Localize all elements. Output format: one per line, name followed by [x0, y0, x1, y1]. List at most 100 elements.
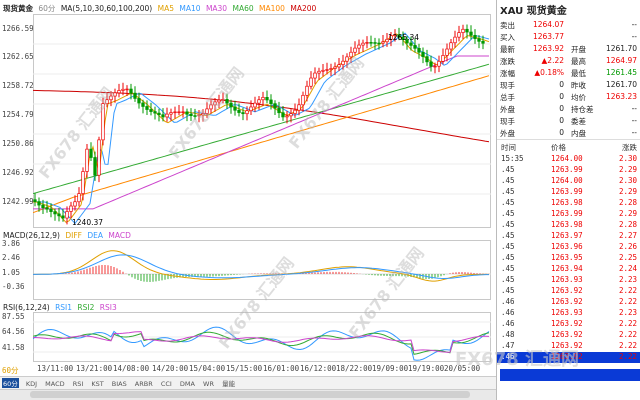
quote-label: 现手 — [500, 81, 515, 90]
candle-body — [341, 60, 345, 66]
candle-body — [169, 112, 173, 115]
quote-value: 1261.70 — [605, 44, 637, 53]
rsi-axis-label: 64.56 — [2, 327, 25, 336]
candle-body — [165, 113, 169, 118]
indicator-tab-arbr[interactable]: ARBR — [134, 380, 153, 388]
price-axis-label: 1258.72 — [2, 81, 34, 90]
tick-time: .46 — [501, 308, 515, 317]
tick-row[interactable]: .45 1263.98 2.28 — [497, 220, 640, 231]
candle-body — [193, 115, 197, 117]
ma60-line — [33, 63, 490, 195]
tick-row[interactable]: .45 1264.00 2.30 — [497, 176, 640, 187]
scrollbar-thumb[interactable] — [30, 391, 470, 398]
candle-body — [93, 157, 97, 176]
candle-body — [241, 112, 245, 115]
candle-body — [293, 109, 297, 114]
quote-value: -- — [631, 20, 637, 29]
price-panel[interactable] — [33, 14, 491, 228]
tick-time: .45 — [501, 286, 515, 295]
horizontal-scrollbar[interactable] — [0, 389, 496, 400]
tick-price: 1263.97 — [551, 231, 583, 240]
candle-body — [469, 31, 473, 36]
price-axis-label: 1250.86 — [2, 139, 34, 148]
quote-value: -- — [631, 116, 637, 125]
candle-body — [281, 112, 285, 118]
indicator-tab-bias[interactable]: BIAS — [111, 380, 127, 388]
indicator-tab-cci[interactable]: CCI — [160, 380, 172, 388]
x-axis-label: 14/20:00 — [152, 364, 189, 373]
tick-header-change: 涨跌 — [622, 143, 637, 152]
tick-price: 1263.94 — [551, 264, 583, 273]
tick-row[interactable]: 15:35 1264.00 2.30 — [497, 154, 640, 165]
macd-label: MACD(26,12,9) — [3, 231, 60, 240]
tick-price: 1264.00 — [551, 176, 583, 185]
chart-area[interactable]: 现货黄金 60分 MA(5,10,30,60,100,200) MA5 MA10… — [0, 0, 496, 400]
macd-panel[interactable] — [33, 240, 491, 300]
candle-body — [273, 103, 277, 109]
candle-body — [345, 56, 349, 62]
candle-body — [153, 111, 157, 114]
quote-label: 外盘 — [500, 105, 515, 114]
x-axis-label: 16/12:00 — [300, 364, 337, 373]
quote-label: 涨幅 — [500, 69, 515, 78]
tick-row[interactable]: .48 1263.92 2.22 — [497, 330, 640, 341]
rsi-axis-label: 87.55 — [2, 312, 25, 321]
quote-label: 总手 — [500, 93, 515, 102]
x-axis-label: 13/11:00 — [37, 364, 74, 373]
indicator-tab-rsi[interactable]: RSI — [72, 380, 84, 388]
tick-row[interactable]: .45 1263.92 2.22 — [497, 286, 640, 297]
tick-row[interactable]: .46 1263.92 2.22 — [497, 297, 640, 308]
tick-price: 1263.93 — [551, 275, 583, 284]
tick-row[interactable]: .46 1263.92 2.22 — [497, 319, 640, 330]
tick-row[interactable]: .45 1263.95 2.25 — [497, 253, 640, 264]
tick-price: 1263.92 — [551, 286, 583, 295]
indicator-tab-kdj[interactable]: KDJ — [25, 380, 38, 388]
period-label: 60分 — [38, 4, 56, 13]
tick-change: 2.29 — [618, 165, 637, 174]
candle-body — [373, 42, 377, 44]
rsi-chart-svg — [33, 321, 491, 361]
period-tab[interactable]: 60分 — [2, 378, 19, 388]
quote-label: 委差 — [571, 117, 586, 126]
tick-price: 1263.92 — [551, 297, 583, 306]
candle-body — [313, 72, 317, 79]
indicator-tab-kst[interactable]: KST — [91, 380, 104, 388]
tick-row[interactable]: .46 1263.93 2.23 — [497, 308, 640, 319]
indicator-tab-wr[interactable]: WR — [203, 380, 214, 388]
indicator-tab-macd[interactable]: MACD — [45, 380, 65, 388]
quote-value: 0 — [559, 116, 564, 125]
tick-row[interactable]: .47 1263.92 2.22 — [497, 341, 640, 352]
candle-body — [161, 114, 165, 118]
tick-row[interactable]: .45 1263.97 2.27 — [497, 231, 640, 242]
candle-body — [181, 111, 185, 114]
quote-label: 涨跌 — [500, 57, 515, 66]
tick-row[interactable]: .45 1263.99 2.29 — [497, 187, 640, 198]
quote-label: 卖出 — [500, 21, 515, 30]
tick-change: 2.29 — [618, 187, 637, 196]
tick-row[interactable]: .45 1263.93 2.23 — [497, 275, 640, 286]
quote-label: 持仓差 — [571, 105, 594, 114]
tick-row[interactable]: .45 1263.99 2.29 — [497, 209, 640, 220]
tick-change: 2.22 — [618, 341, 637, 350]
quote-value: 0 — [559, 104, 564, 113]
macd-axis-label: -0.36 — [2, 282, 25, 291]
tick-change: 2.22 — [618, 352, 637, 361]
tick-price: 1263.92 — [551, 319, 583, 328]
quote-value: 0 — [559, 128, 564, 137]
quote-label: 昨收 — [571, 81, 586, 90]
tick-row[interactable]: .45 1263.98 2.28 — [497, 198, 640, 209]
candle-body — [357, 44, 361, 49]
tick-price: 1263.98 — [551, 198, 583, 207]
tick-row[interactable]: .46 1263.92 2.22 — [497, 352, 640, 363]
tick-row[interactable]: .45 1263.99 2.29 — [497, 165, 640, 176]
quote-label: 最新 — [500, 45, 515, 54]
candle-body — [461, 28, 465, 33]
indicator-tab-volume[interactable]: 量能 — [222, 380, 236, 388]
macd-axis-label: 3.86 — [2, 239, 21, 248]
high-annotation: 1265.34 — [388, 33, 420, 42]
tick-row[interactable]: .45 1263.96 2.26 — [497, 242, 640, 253]
ma30-legend: MA30 — [205, 4, 228, 13]
indicator-tab-dma[interactable]: DMA — [179, 380, 195, 388]
tick-row[interactable]: .45 1263.94 2.24 — [497, 264, 640, 275]
candle-body — [245, 110, 249, 115]
